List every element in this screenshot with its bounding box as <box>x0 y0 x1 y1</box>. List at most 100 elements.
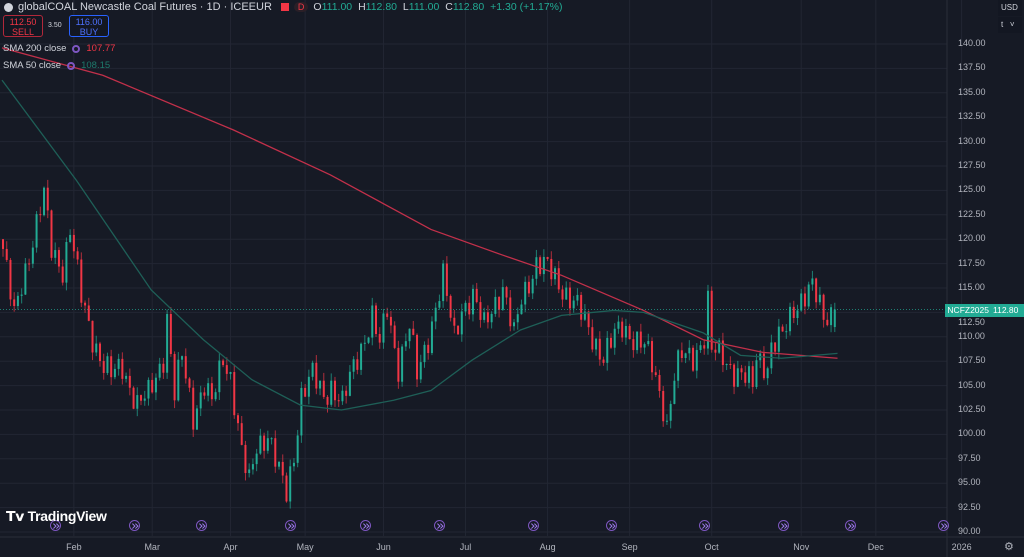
candle-body <box>546 256 549 259</box>
x-tick-label: Oct <box>704 542 719 552</box>
candle-body <box>270 438 273 440</box>
candle-body <box>43 187 46 216</box>
candle-body <box>169 314 172 354</box>
symbol-title[interactable]: globalCOAL Newcastle Coal Futures · 1D ·… <box>18 1 272 13</box>
candle-body <box>665 420 668 422</box>
candle-body <box>449 295 452 318</box>
candle-body <box>520 304 523 315</box>
x-tick-label: Aug <box>539 542 556 552</box>
indicator-settings-icon[interactable] <box>67 61 76 70</box>
candle-body <box>322 380 325 397</box>
event-marker-icon[interactable] <box>285 520 297 531</box>
event-marker-icon[interactable] <box>434 520 446 531</box>
candle-body <box>535 257 538 279</box>
candle-body <box>643 344 646 348</box>
event-marker-icon[interactable] <box>777 520 789 531</box>
candle-body <box>513 322 516 327</box>
candle-body <box>214 392 217 400</box>
indicator-sma200[interactable]: SMA 200 close 107.77 <box>3 43 116 54</box>
sma50-line <box>1 79 838 411</box>
event-marker-icon[interactable] <box>128 520 140 531</box>
candle-body <box>475 288 478 303</box>
candle-body <box>468 302 471 315</box>
y-tick-label: 115.00 <box>958 282 985 292</box>
candle-body <box>181 356 184 360</box>
event-marker-icon[interactable] <box>937 520 949 531</box>
candle-body <box>173 353 176 401</box>
candle-body <box>785 331 788 333</box>
candle-body <box>65 241 68 283</box>
candle-body <box>404 341 407 347</box>
candle-body <box>830 307 833 326</box>
candle-body <box>479 302 482 320</box>
candle-body <box>341 390 344 402</box>
buy-button[interactable]: 116.00 BUY <box>69 15 109 37</box>
y-tick-label: 95.00 <box>958 477 981 488</box>
candle-body <box>121 358 124 379</box>
sell-button[interactable]: 112.50 SELL <box>3 15 43 37</box>
candle-body <box>363 342 366 344</box>
settings-gear-icon[interactable]: ⚙ <box>1004 541 1014 553</box>
market-status-badge[interactable]: D <box>293 2 309 12</box>
candle-body <box>9 259 12 300</box>
candle-body <box>815 278 818 303</box>
candle-body <box>774 342 777 352</box>
candle-body <box>703 345 706 349</box>
candle-body <box>393 325 396 348</box>
x-tick-label: Jun <box>376 542 391 552</box>
event-marker-icon[interactable] <box>527 520 539 531</box>
event-marker-icon[interactable] <box>50 520 62 531</box>
candle-body <box>95 343 98 353</box>
candle-body <box>572 300 575 309</box>
y-tick-label: 110.00 <box>958 330 985 341</box>
candle-body <box>591 327 594 350</box>
event-marker-icon[interactable] <box>844 520 856 531</box>
candle-body <box>699 345 702 351</box>
y-tick-label: 120.00 <box>958 233 986 244</box>
candle-body <box>460 311 463 335</box>
candle-body <box>524 281 527 305</box>
candle-body <box>796 310 799 319</box>
flag-icon[interactable] <box>280 3 289 11</box>
candle-body <box>445 263 448 296</box>
candle-body <box>818 294 821 303</box>
indicator-settings-icon[interactable] <box>72 44 81 53</box>
event-marker-icon[interactable] <box>195 520 207 531</box>
candle-body <box>20 294 23 296</box>
candle-body <box>229 372 232 374</box>
currency-select[interactable]: USD ˅ <box>998 0 1022 28</box>
candle-body <box>803 293 806 307</box>
indicator-sma50[interactable]: SMA 50 close 108.15 <box>3 60 111 71</box>
candle-body <box>125 375 128 379</box>
candle-body <box>762 353 765 379</box>
unit-select[interactable]: t ˅ <box>998 17 1022 33</box>
candle-body <box>128 375 131 388</box>
candle-body <box>770 342 773 369</box>
candle-body <box>412 328 415 335</box>
event-marker-icon[interactable] <box>699 520 711 531</box>
candle-body <box>684 353 687 359</box>
candle-body <box>621 321 624 338</box>
candle-body <box>136 395 139 409</box>
candle-body <box>2 239 4 249</box>
candle-body <box>401 346 404 382</box>
y-tick-label: 132.50 <box>958 111 986 122</box>
candle-body <box>315 362 318 389</box>
event-marker-icon[interactable] <box>605 520 617 531</box>
candle-body <box>483 312 486 320</box>
candle-body <box>587 311 590 328</box>
tradingview-logo[interactable]: 𝗧𝘃 TradingView <box>6 508 107 524</box>
candle-body <box>606 337 609 363</box>
x-tick-label: Feb <box>66 542 82 552</box>
candle-body <box>486 312 489 323</box>
candle-body <box>598 338 601 360</box>
event-marker-icon[interactable] <box>359 520 371 531</box>
candle-body <box>505 287 508 298</box>
candle-body <box>494 296 497 314</box>
candle-body <box>375 305 377 335</box>
candle-body <box>673 380 676 404</box>
candle-body <box>789 306 792 332</box>
candle-body <box>69 234 72 242</box>
candle-body <box>57 250 60 267</box>
